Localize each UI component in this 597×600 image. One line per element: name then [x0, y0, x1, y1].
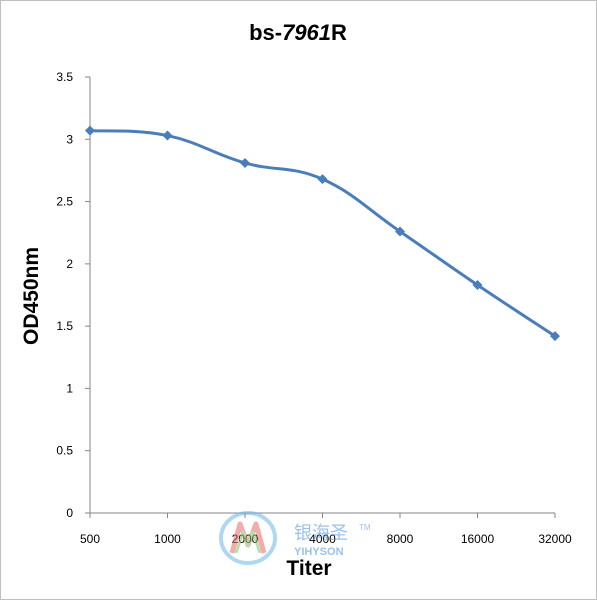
watermark-brand-cn: 银海圣 [294, 523, 348, 544]
watermark-brand-en: YIHYSON [294, 546, 344, 558]
y-tick-group: 0 0.5 1 1.5 2 2.5 3 3.5 [56, 70, 90, 520]
x-tick-label: 8000 [387, 532, 414, 546]
chart-title-prefix: bs- [249, 20, 282, 45]
data-point-marker [85, 125, 95, 136]
yihyson-watermark: 银海圣 TM YIHYSON [219, 511, 371, 565]
watermark-mark-inner [234, 530, 262, 554]
chart-title-suffix: R [331, 20, 347, 45]
x-tick-label: 32000 [538, 532, 572, 546]
data-point-marker [317, 174, 328, 185]
data-point-marker [240, 157, 250, 168]
data-point-marker [550, 331, 560, 342]
marker-group [85, 125, 560, 342]
x-tick-label: 16000 [461, 532, 495, 546]
data-point-marker [395, 226, 405, 237]
watermark-tm: TM [359, 523, 371, 532]
y-tick-label: 2.5 [56, 195, 73, 209]
series-line [88, 129, 557, 338]
y-tick-label: 3 [66, 132, 73, 146]
chart-title: bs-7961R [249, 20, 347, 45]
chart-title-number: 7961 [282, 20, 331, 45]
y-tick-label: 1 [66, 381, 73, 395]
y-tick-label: 3.5 [56, 70, 73, 84]
watermark-ring [219, 511, 277, 565]
x-axis-title: Titer [286, 557, 331, 580]
x-tick-label: 1000 [154, 532, 181, 546]
y-tick-label: 1.5 [56, 319, 73, 333]
data-point-marker [162, 130, 173, 141]
data-point-marker [472, 280, 483, 291]
y-tick-label: 2 [66, 257, 73, 271]
x-tick-label: 4000 [309, 532, 336, 546]
x-tick-label: 500 [80, 532, 100, 546]
y-axis-title: OD450nm [20, 247, 43, 345]
y-tick-label: 0.5 [56, 444, 73, 458]
y-tick-label: 0 [66, 506, 73, 520]
